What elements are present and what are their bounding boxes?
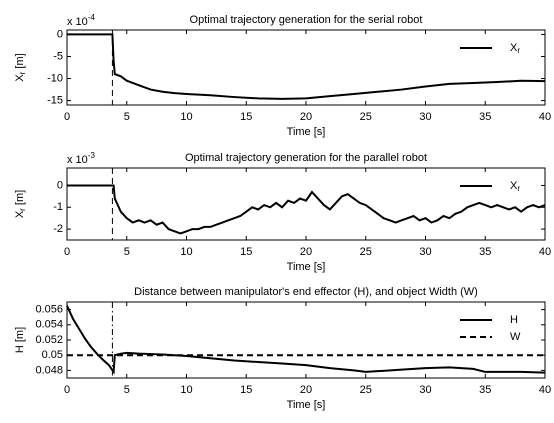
scale-label: x 10-4 bbox=[67, 13, 95, 28]
x-tick-label: 15 bbox=[240, 246, 252, 258]
x-tick-label: 30 bbox=[419, 384, 431, 396]
legend-label: W bbox=[510, 331, 521, 343]
scale-label: x 10-3 bbox=[67, 151, 95, 166]
y-axis-label-part: r bbox=[18, 71, 27, 74]
y-tick-label: 0 bbox=[57, 179, 63, 191]
x-tick-label: 35 bbox=[479, 384, 491, 396]
y-tick-label: 0.05 bbox=[42, 349, 63, 361]
x-tick-label: 20 bbox=[300, 246, 312, 258]
chart-title: Distance between manipulator's end effec… bbox=[134, 286, 478, 298]
series-line bbox=[67, 33, 546, 100]
legend-subscript: r bbox=[517, 184, 520, 193]
x-axis-label: Time [s] bbox=[287, 261, 326, 273]
x-tick-label: 40 bbox=[539, 384, 551, 396]
x-tick-label: 35 bbox=[479, 111, 491, 123]
series-line bbox=[67, 184, 546, 235]
y-axis-label-part: H [m] bbox=[14, 327, 26, 353]
x-tick-label: 40 bbox=[539, 111, 551, 123]
y-tick-label: -10 bbox=[47, 72, 63, 84]
y-axis-label-part: [m] bbox=[14, 190, 26, 208]
x-tick-label: 20 bbox=[300, 384, 312, 396]
y-tick-label: 0.056 bbox=[35, 304, 63, 316]
x-tick-label: 10 bbox=[180, 384, 192, 396]
plot-frame bbox=[66, 301, 546, 379]
x-tick-label: 25 bbox=[360, 111, 372, 123]
x-tick-label: 15 bbox=[240, 111, 252, 123]
x-tick-label: 35 bbox=[479, 246, 491, 258]
x-tick-label: 25 bbox=[360, 384, 372, 396]
legend-label: H bbox=[510, 314, 518, 326]
chart-title: Optimal trajectory generation for the se… bbox=[190, 14, 423, 26]
legend-name: X bbox=[510, 180, 518, 192]
y-tick-label: -1 bbox=[53, 201, 63, 213]
y-tick-label: -15 bbox=[47, 94, 63, 106]
x-tick-label: 10 bbox=[180, 111, 192, 123]
x-axis-label: Time [s] bbox=[287, 126, 326, 138]
y-axis-label: Xr [m] bbox=[14, 190, 27, 218]
x-tick-label: 0 bbox=[64, 246, 70, 258]
legend-name: X bbox=[510, 42, 518, 54]
x-tick-label: 15 bbox=[240, 384, 252, 396]
x-tick-label: 20 bbox=[300, 111, 312, 123]
y-axis-label-part: X bbox=[14, 74, 26, 82]
y-axis-label-part: r bbox=[18, 208, 27, 211]
plot-frame bbox=[66, 167, 546, 241]
chart-title: Optimal trajectory generation for the pa… bbox=[185, 152, 427, 164]
legend-name: W bbox=[510, 331, 521, 343]
x-tick-label: 40 bbox=[539, 246, 551, 258]
plot-frame bbox=[66, 29, 546, 106]
x-tick-label: 10 bbox=[180, 246, 192, 258]
x-tick-label: 30 bbox=[419, 111, 431, 123]
y-tick-label: -2 bbox=[53, 223, 63, 235]
legend-name: H bbox=[510, 314, 518, 326]
x-tick-label: 0 bbox=[64, 384, 70, 396]
y-tick-label: 0.052 bbox=[35, 334, 63, 346]
y-tick-label: 0.054 bbox=[35, 319, 63, 331]
legend-subscript: r bbox=[517, 46, 520, 55]
scale-exponent: -3 bbox=[88, 151, 96, 160]
x-tick-label: 5 bbox=[124, 111, 130, 123]
x-tick-label: 5 bbox=[124, 246, 130, 258]
y-axis-label: H [m] bbox=[14, 327, 26, 353]
x-tick-label: 5 bbox=[124, 384, 130, 396]
legend-label: Xr bbox=[510, 180, 520, 193]
y-tick-label: 0.048 bbox=[35, 364, 63, 376]
x-axis-label: Time [s] bbox=[287, 399, 326, 411]
y-axis-label-part: X bbox=[14, 210, 26, 218]
legend-label: Xr bbox=[510, 42, 520, 55]
scale-exponent: -4 bbox=[88, 13, 96, 22]
scale-base: x 10 bbox=[67, 16, 88, 28]
x-tick-label: 25 bbox=[360, 246, 372, 258]
y-axis-label-part: [m] bbox=[14, 53, 26, 71]
y-axis-label: Xr [m] bbox=[14, 53, 27, 81]
y-tick-label: 0 bbox=[57, 28, 63, 40]
scale-base: x 10 bbox=[67, 154, 88, 166]
x-tick-label: 0 bbox=[64, 111, 70, 123]
x-tick-label: 30 bbox=[419, 246, 431, 258]
y-tick-label: -5 bbox=[53, 50, 63, 62]
